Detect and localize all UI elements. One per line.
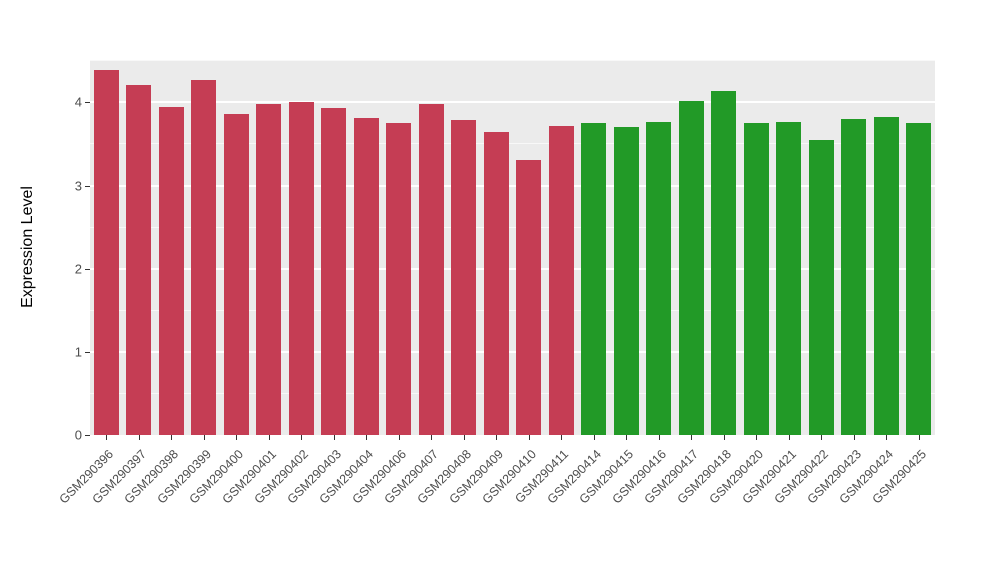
x-tick-mark <box>691 435 693 440</box>
x-tick-mark <box>366 435 368 440</box>
bar-GSM290409 <box>483 131 509 435</box>
x-tick-mark <box>561 435 563 440</box>
x-tick-mark <box>723 435 725 440</box>
y-axis-title-text: Expression Level <box>19 186 36 308</box>
bar-GSM290402 <box>288 101 314 435</box>
x-tick-mark <box>333 435 335 440</box>
x-tick-mark <box>268 435 270 440</box>
x-tick-mark <box>853 435 855 440</box>
bar-GSM290415 <box>613 126 639 435</box>
y-tick-label: 2 <box>74 261 82 277</box>
bar-GSM290400 <box>223 114 249 435</box>
bar-GSM290422 <box>808 139 834 435</box>
x-tick-mark <box>496 435 498 440</box>
y-tick-label: 4 <box>74 94 82 110</box>
gridline-major <box>90 267 935 270</box>
gridline-major <box>90 101 935 104</box>
y-tick-mark <box>85 185 90 187</box>
bar-GSM290407 <box>418 104 444 435</box>
gridline-major <box>90 350 935 353</box>
y-tick-label: 1 <box>74 344 82 360</box>
x-tick-mark <box>756 435 758 440</box>
bar-GSM290408 <box>451 119 477 435</box>
bar-GSM290420 <box>743 123 769 435</box>
bar-GSM290414 <box>581 123 607 435</box>
bar-GSM290411 <box>548 125 574 435</box>
bar-GSM290425 <box>906 123 932 435</box>
x-tick-mark <box>236 435 238 440</box>
bar-GSM290421 <box>776 122 802 435</box>
bar-GSM290406 <box>386 123 412 435</box>
bar-GSM290401 <box>256 104 282 435</box>
bar-GSM290416 <box>646 122 672 435</box>
plot-panel <box>90 60 935 435</box>
bar-GSM290397 <box>126 84 152 435</box>
bar-GSM290424 <box>873 117 899 435</box>
bar-GSM290403 <box>321 108 347 435</box>
bar-GSM290418 <box>711 90 737 435</box>
x-tick-mark <box>821 435 823 440</box>
x-tick-mark <box>203 435 205 440</box>
bar-GSM290398 <box>158 106 184 435</box>
bar-GSM290399 <box>191 79 217 435</box>
y-tick-label: 3 <box>74 178 82 194</box>
gridline-minor <box>90 226 935 228</box>
x-tick-mark <box>138 435 140 440</box>
x-tick-mark <box>886 435 888 440</box>
x-tick-mark <box>106 435 108 440</box>
x-tick-mark <box>918 435 920 440</box>
gridline-minor <box>90 309 935 311</box>
y-tick-mark <box>85 351 90 353</box>
bar-GSM290404 <box>353 118 379 435</box>
bar-GSM290410 <box>516 159 542 435</box>
gridline-major <box>90 184 935 187</box>
y-tick-mark <box>85 268 90 270</box>
x-tick-mark <box>658 435 660 440</box>
gridline-minor <box>90 143 935 145</box>
x-tick-mark <box>171 435 173 440</box>
bar-GSM290417 <box>678 100 704 435</box>
x-tick-mark <box>528 435 530 440</box>
bars-container <box>90 60 935 435</box>
x-tick-mark <box>593 435 595 440</box>
y-tick-label: 0 <box>74 427 82 443</box>
bar-GSM290396 <box>93 69 119 435</box>
x-tick-mark <box>301 435 303 440</box>
x-tick-mark <box>398 435 400 440</box>
x-tick-mark <box>788 435 790 440</box>
y-tick-mark <box>85 435 90 436</box>
x-tick-mark <box>626 435 628 440</box>
gridline-minor <box>90 60 935 62</box>
y-tick-mark <box>85 102 90 104</box>
x-tick-mark <box>463 435 465 440</box>
bar-GSM290423 <box>841 119 867 435</box>
x-tick-mark <box>431 435 433 440</box>
gridline-minor <box>90 392 935 394</box>
